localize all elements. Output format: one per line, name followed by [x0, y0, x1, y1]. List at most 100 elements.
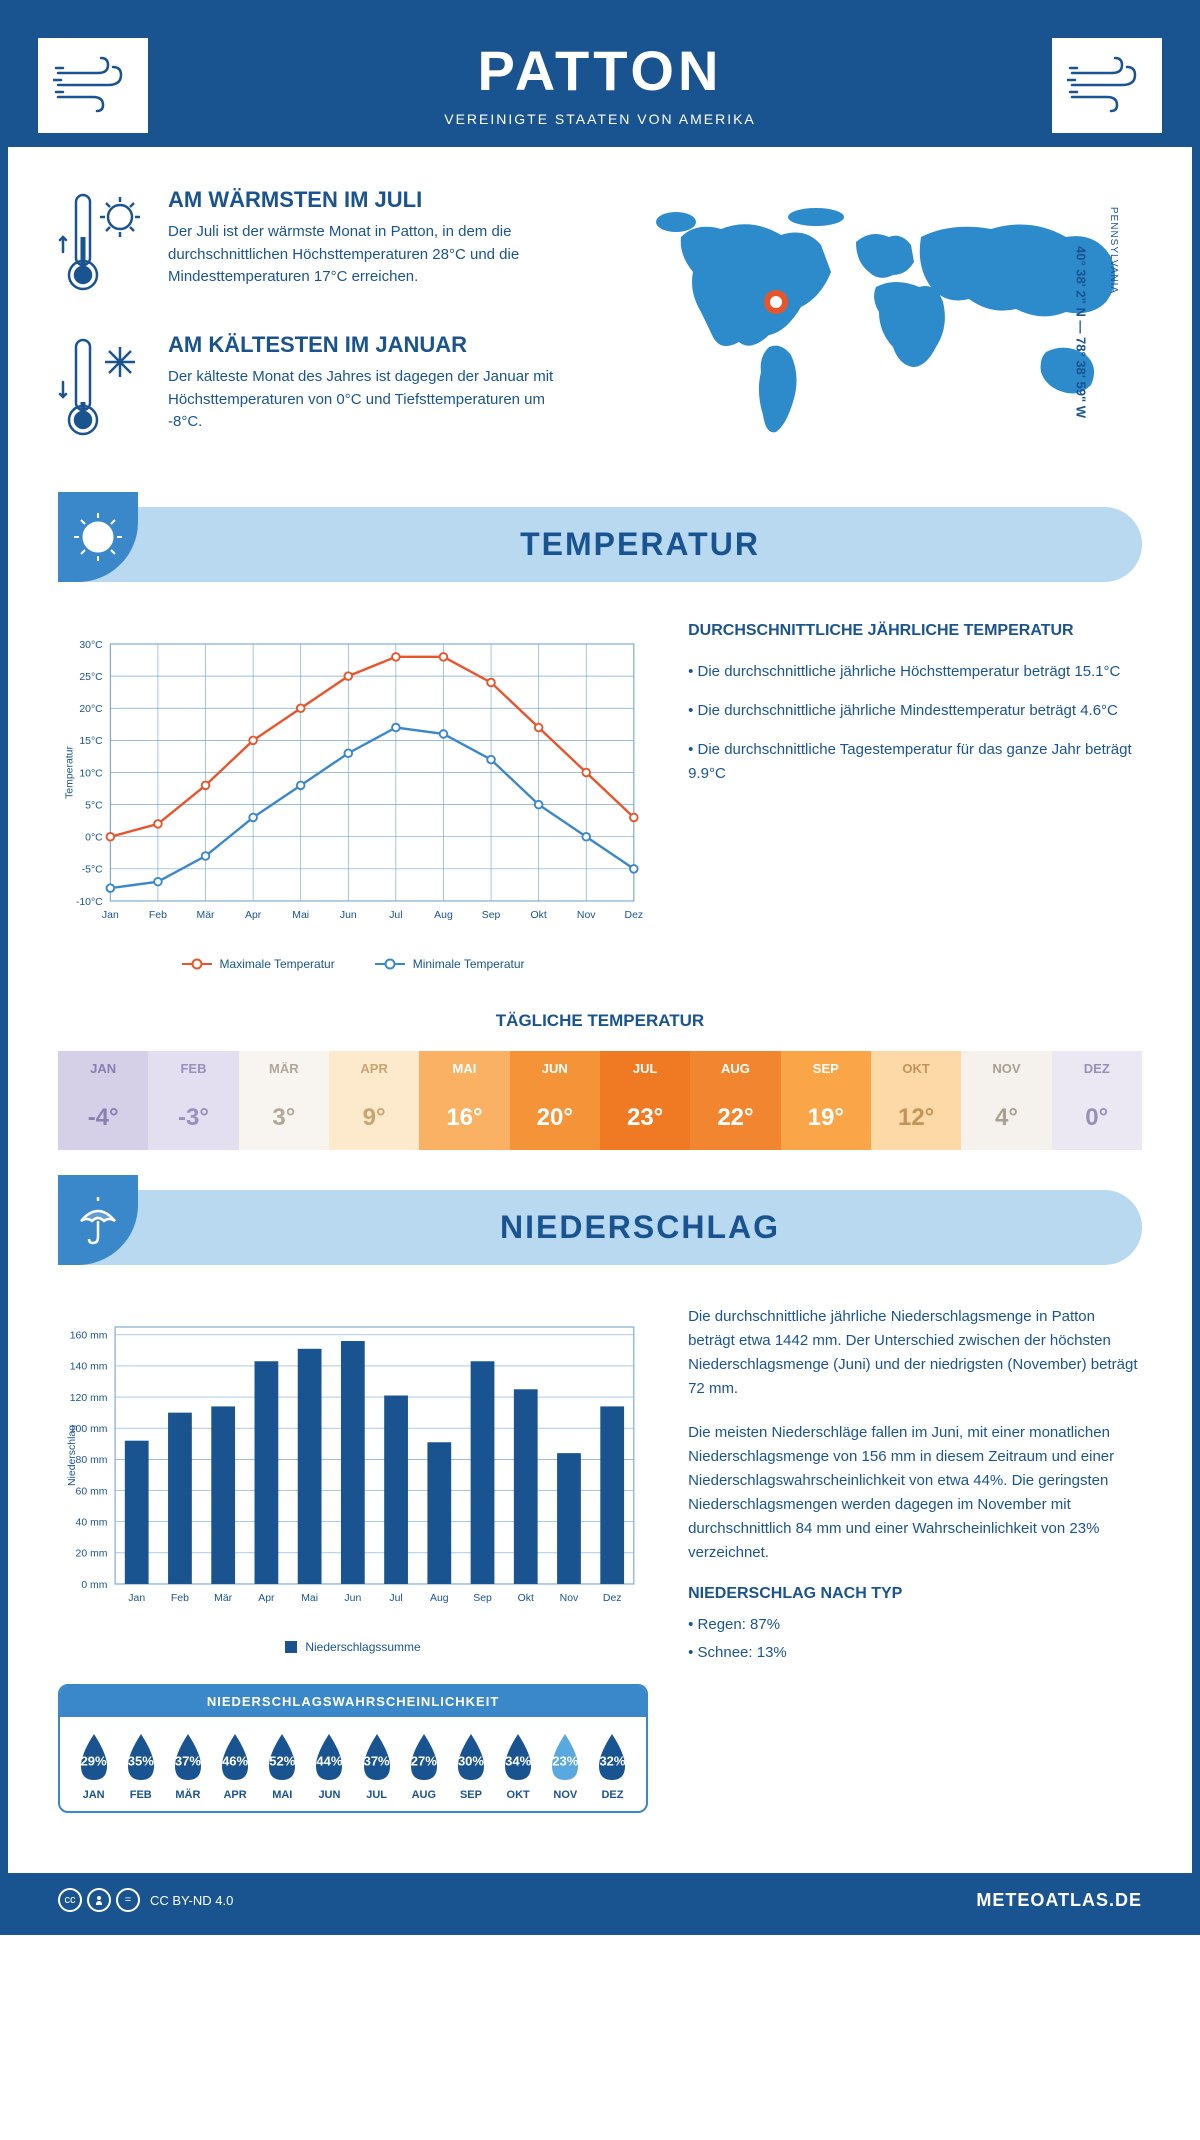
fact-warm: AM WÄRMSTEN IM JULI Der Juli ist der wär… — [58, 187, 580, 302]
section-title-precip: NIEDERSCHLAG — [138, 1209, 1142, 1246]
wind-icon-right — [1052, 38, 1162, 133]
svg-text:Nov: Nov — [560, 1593, 579, 1604]
svg-text:Jan: Jan — [102, 910, 119, 921]
temp-cell: JUL23° — [600, 1051, 690, 1150]
temp-cell: AUG22° — [690, 1051, 780, 1150]
prob-cell: 37% JUL — [353, 1732, 400, 1801]
daily-temp-table: JAN-4°FEB-3°MÄR3°APR9°MAI16°JUN20°JUL23°… — [58, 1051, 1142, 1150]
bar-legend: Niederschlagssumme — [58, 1640, 648, 1654]
probability-box: NIEDERSCHLAGSWAHRSCHEINLICHKEIT 29% JAN … — [58, 1684, 648, 1813]
precip-type: • Regen: 87% — [688, 1613, 1142, 1637]
brand-name: METEOATLAS.DE — [976, 1890, 1142, 1911]
svg-text:Feb: Feb — [171, 1593, 189, 1604]
temp-bullet: • Die durchschnittliche jährliche Höchst… — [688, 660, 1142, 684]
prob-cell: 44% JUN — [306, 1732, 353, 1801]
prob-cell: 27% AUG — [400, 1732, 447, 1801]
temp-cell: JAN-4° — [58, 1051, 148, 1150]
svg-text:-5°C: -5°C — [82, 865, 103, 876]
page-title: PATTON — [8, 38, 1192, 103]
temp-cell: SEP19° — [781, 1051, 871, 1150]
legend-max: Maximale Temperatur — [182, 957, 335, 971]
svg-text:25°C: 25°C — [79, 672, 103, 683]
svg-text:80 mm: 80 mm — [76, 1455, 108, 1466]
svg-text:Jul: Jul — [389, 910, 402, 921]
daily-temp-title: TÄGLICHE TEMPERATUR — [58, 1011, 1142, 1031]
svg-text:-10°C: -10°C — [76, 897, 103, 908]
fact-warm-title: AM WÄRMSTEN IM JULI — [168, 187, 580, 213]
svg-text:Aug: Aug — [430, 1593, 449, 1604]
svg-text:0°C: 0°C — [85, 833, 103, 844]
svg-text:Okt: Okt — [531, 910, 547, 921]
probability-title: NIEDERSCHLAGSWAHRSCHEINLICHKEIT — [60, 1686, 646, 1717]
svg-text:5°C: 5°C — [85, 800, 103, 811]
precip-type: • Schnee: 13% — [688, 1641, 1142, 1665]
section-header-precip: NIEDERSCHLAG — [58, 1190, 1142, 1265]
svg-text:Mai: Mai — [301, 1593, 318, 1604]
svg-text:Sep: Sep — [473, 1593, 492, 1604]
svg-text:Jun: Jun — [344, 1593, 361, 1604]
temp-bullet: • Die durchschnittliche Tagestemperatur … — [688, 738, 1142, 786]
wind-icon-left — [38, 38, 148, 133]
fact-cold-text: Der kälteste Monat des Jahres ist dagege… — [168, 366, 580, 434]
cc-icons: cc = — [58, 1888, 140, 1912]
section-header-temp: TEMPERATUR — [58, 507, 1142, 582]
license-text: CC BY-ND 4.0 — [150, 1893, 233, 1908]
svg-text:Mai: Mai — [292, 910, 309, 921]
svg-text:Niederschlag: Niederschlag — [67, 1425, 78, 1486]
svg-text:Dez: Dez — [625, 910, 644, 921]
svg-text:140 mm: 140 mm — [70, 1362, 108, 1373]
sun-icon — [58, 492, 138, 582]
prob-cell: 37% MÄR — [164, 1732, 211, 1801]
prob-cell: 46% APR — [212, 1732, 259, 1801]
svg-text:15°C: 15°C — [79, 736, 103, 747]
svg-text:20 mm: 20 mm — [76, 1549, 108, 1560]
world-map — [620, 187, 1142, 447]
page-subtitle: VEREINIGTE STAATEN VON AMERIKA — [8, 111, 1192, 127]
svg-text:Mär: Mär — [214, 1593, 233, 1604]
prob-cell: 35% FEB — [117, 1732, 164, 1801]
svg-text:Mär: Mär — [197, 910, 216, 921]
temp-cell: NOV4° — [961, 1051, 1051, 1150]
temp-cell: MAI16° — [419, 1051, 509, 1150]
thermometer-snow-icon — [58, 332, 148, 447]
svg-text:Aug: Aug — [434, 910, 453, 921]
page-header: PATTON VEREINIGTE STAATEN VON AMERIKA — [8, 8, 1192, 147]
svg-text:0 mm: 0 mm — [81, 1580, 107, 1591]
temp-info-title: DURCHSCHNITTLICHE JÄHRLICHE TEMPERATUR — [688, 622, 1142, 640]
svg-text:Okt: Okt — [518, 1593, 534, 1604]
svg-text:Apr: Apr — [245, 910, 262, 921]
temp-cell: FEB-3° — [148, 1051, 238, 1150]
prob-cell: 29% JAN — [70, 1732, 117, 1801]
temperature-line-chart: -10°C-5°C0°C5°C10°C15°C20°C25°C30°CJanFe… — [58, 622, 648, 971]
temp-cell: DEZ0° — [1052, 1051, 1142, 1150]
svg-text:Sep: Sep — [482, 910, 501, 921]
svg-text:Jun: Jun — [340, 910, 357, 921]
temp-cell: MÄR3° — [239, 1051, 329, 1150]
svg-text:60 mm: 60 mm — [76, 1486, 108, 1497]
page-footer: cc = CC BY-ND 4.0 METEOATLAS.DE — [8, 1873, 1192, 1927]
precip-text-2: Die meisten Niederschläge fallen im Juni… — [688, 1421, 1142, 1565]
svg-text:20°C: 20°C — [79, 704, 103, 715]
coordinates: 40° 38' 2" N — 78° 38' 59" W — [1074, 246, 1089, 418]
temp-cell: JUN20° — [510, 1051, 600, 1150]
svg-text:Temperatur: Temperatur — [64, 746, 75, 799]
precipitation-bar-chart: 0 mm20 mm40 mm60 mm80 mm100 mm120 mm140 … — [58, 1305, 648, 1654]
temp-cell: APR9° — [329, 1051, 419, 1150]
thermometer-sun-icon — [58, 187, 148, 302]
precip-text-1: Die durchschnittliche jährliche Niedersc… — [688, 1305, 1142, 1401]
temp-cell: OKT12° — [871, 1051, 961, 1150]
svg-text:Jan: Jan — [128, 1593, 145, 1604]
svg-text:160 mm: 160 mm — [70, 1331, 108, 1342]
legend-min: Minimale Temperatur — [375, 957, 525, 971]
fact-cold: AM KÄLTESTEN IM JANUAR Der kälteste Mona… — [58, 332, 580, 447]
section-title-temp: TEMPERATUR — [138, 526, 1142, 563]
prob-cell: 23% NOV — [542, 1732, 589, 1801]
state-label: PENNSYLVANIA — [1108, 207, 1119, 294]
fact-cold-title: AM KÄLTESTEN IM JANUAR — [168, 332, 580, 358]
svg-text:Apr: Apr — [258, 1593, 275, 1604]
svg-text:Feb: Feb — [149, 910, 167, 921]
prob-cell: 52% MAI — [259, 1732, 306, 1801]
svg-text:30°C: 30°C — [79, 640, 103, 651]
svg-text:Jul: Jul — [389, 1593, 402, 1604]
temp-bullet: • Die durchschnittliche jährliche Mindes… — [688, 699, 1142, 723]
